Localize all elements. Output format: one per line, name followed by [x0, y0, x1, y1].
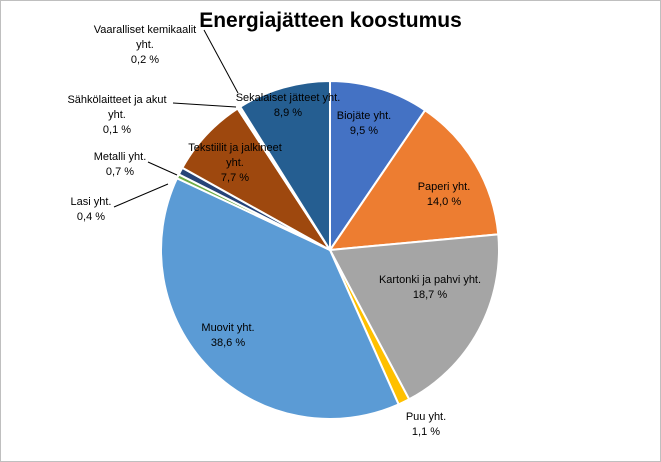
pie-slice-2 [328, 233, 500, 401]
pie-slice-4 [160, 176, 400, 420]
leader-line-6 [147, 161, 178, 176]
data-label-2: Kartonki ja pahvi yht. 18,7 % [379, 274, 481, 301]
pie-slice-1 [327, 108, 500, 252]
data-label-5: Lasi yht. 0,4 % [71, 196, 112, 223]
data-label-0: Biojäte yht. 9,5 % [337, 110, 391, 137]
data-label-7: Tekstiilit ja jalkineet yht. 7,7 % [188, 142, 282, 184]
data-label-8: Sähkölaitteet ja akut yht. 0,1 % [67, 94, 166, 136]
leader-line-5 [113, 183, 169, 208]
pie-slice-10 [238, 79, 331, 254]
pie-slice-0 [329, 79, 427, 254]
data-label-4: Muovit yht. 38,6 % [201, 322, 254, 349]
chart-title: Energiajätteen koostumus [199, 9, 462, 32]
data-label-9: Vaaralliset kemikaalit yht. 0,2 % [94, 24, 197, 66]
leader-line-8 [172, 102, 237, 108]
data-label-10: Sekalaiset jätteet yht. 8,9 % [236, 92, 341, 119]
data-label-6: Metalli yht. 0,7 % [94, 151, 147, 178]
data-label-3: Puu yht. 1,1 % [406, 411, 446, 438]
data-label-1: Paperi yht. 14,0 % [418, 181, 471, 208]
leader-line-9 [203, 29, 239, 94]
